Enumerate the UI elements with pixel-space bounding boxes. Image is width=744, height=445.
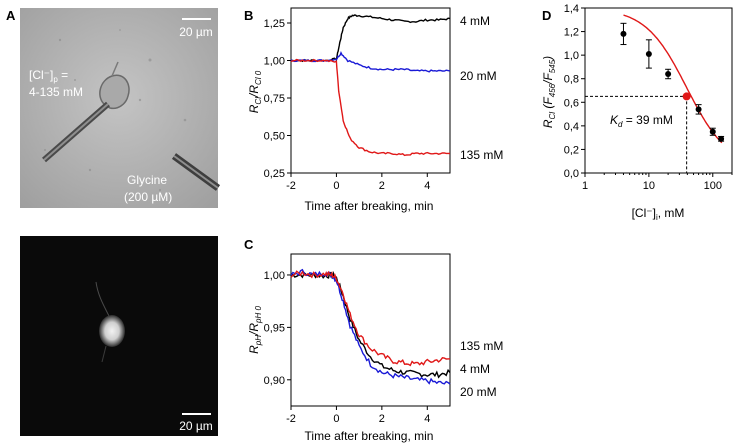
chart-b-series-label-4mm: 4 mM bbox=[460, 14, 490, 28]
x-tick-label: 100 bbox=[704, 180, 722, 192]
y-tick-label: 0,50 bbox=[264, 131, 285, 143]
x-tick-label: 4 bbox=[424, 180, 430, 192]
chart-c-series-label-20mm: 20 mM bbox=[460, 385, 497, 399]
chart-c-series-label-4mm: 4 mM bbox=[460, 362, 490, 376]
chart-d-frame bbox=[584, 7, 733, 174]
series-line-4-mm bbox=[290, 14, 451, 63]
series-line-20-mm bbox=[290, 50, 451, 73]
kd-point bbox=[682, 92, 691, 101]
data-point bbox=[695, 106, 702, 113]
chart-b-y-title: RCl/RCl 0 bbox=[247, 70, 263, 113]
chart-d: 1 10 100 0,0 0,2 0,4 0,6 0,8 1,0 1,2 1,4 [Cl⁻]i, m… bbox=[541, 3, 733, 222]
x-tick-label: 4 bbox=[424, 413, 430, 425]
x-tick-label: -2 bbox=[286, 413, 296, 425]
y-tick-label: 0,25 bbox=[264, 168, 285, 180]
chartC-frame bbox=[290, 253, 451, 407]
micrograph-fluorescence bbox=[20, 236, 218, 436]
data-point bbox=[665, 71, 672, 77]
glycine-conc-label: (200 µM) bbox=[124, 190, 172, 204]
fit-curve bbox=[623, 14, 723, 144]
x-tick-label: 0 bbox=[333, 413, 339, 425]
x-tick-label: 10 bbox=[643, 180, 655, 192]
x-tick-label: 2 bbox=[379, 413, 385, 425]
chart-b-x-title: Time after breaking, min bbox=[305, 199, 434, 213]
y-tick-label: 1,00 bbox=[264, 270, 285, 282]
chart-b: -2 0 2 4 0,25 0,50 0,75 1,00 1,25 Time after bre… bbox=[247, 7, 503, 213]
y-tick-label: 0,2 bbox=[564, 144, 579, 156]
chart-c: -2 0 2 4 0,90 0,95 1,00 Time after breaking, m… bbox=[247, 253, 503, 443]
data-point bbox=[709, 128, 716, 135]
y-tick-label: 0,6 bbox=[564, 97, 579, 109]
y-tick-label: 0,0 bbox=[564, 168, 579, 180]
chart-c-x-title: Time after breaking, min bbox=[305, 429, 434, 443]
x-tick-label: -2 bbox=[286, 180, 296, 192]
series-line-135-mm bbox=[290, 270, 451, 367]
data-point bbox=[645, 50, 652, 57]
y-tick-label: 0,8 bbox=[564, 74, 579, 86]
y-tick-label: 0,4 bbox=[564, 121, 579, 133]
y-tick-label: 1,0 bbox=[564, 50, 579, 62]
y-tick-label: 1,25 bbox=[264, 18, 285, 30]
cl-pipette-label: [Cl⁻]p = bbox=[29, 68, 68, 84]
chart-d-kd-label: Kd = 39 mM bbox=[610, 113, 673, 129]
series-line-20-mm bbox=[290, 268, 451, 385]
glycine-label: Glycine bbox=[127, 173, 167, 187]
chart-d-y-title: RCl (F456/F545) bbox=[541, 56, 557, 128]
x-tick-label: 0 bbox=[333, 180, 339, 192]
data-point bbox=[620, 30, 627, 37]
series-line-135-mm bbox=[290, 58, 451, 157]
x-tick-label: 2 bbox=[379, 180, 385, 192]
scale-label-top: 20 µm bbox=[179, 25, 213, 39]
data-point bbox=[718, 135, 725, 142]
chart-c-y-title: RpH/RpH 0 bbox=[247, 306, 263, 354]
series-line-4-mm bbox=[290, 270, 451, 379]
panel-label-a: A bbox=[6, 8, 16, 23]
chart-b-series-label-135mm: 135 mM bbox=[460, 148, 503, 162]
x-tick-label: 1 bbox=[582, 180, 588, 192]
micrograph-brightfield bbox=[20, 8, 221, 208]
y-tick-label: 0,95 bbox=[264, 322, 285, 334]
y-tick-label: 1,00 bbox=[264, 56, 285, 68]
panel-label-d: D bbox=[542, 8, 551, 23]
y-tick-label: 0,75 bbox=[264, 93, 285, 105]
y-tick-label: 1,4 bbox=[564, 3, 579, 15]
scale-label-bottom: 20 µm bbox=[179, 419, 213, 433]
chart-b-series-label-20mm: 20 mM bbox=[460, 69, 497, 83]
panel-label-c: C bbox=[244, 237, 254, 252]
chart-d-x-title: [Cl⁻]i, mM bbox=[632, 206, 685, 222]
panel-label-b: B bbox=[244, 8, 253, 23]
chart-c-series-label-135mm: 135 mM bbox=[460, 339, 503, 353]
chartB-frame bbox=[290, 7, 451, 174]
cl-range-label: 4-135 mM bbox=[29, 85, 83, 99]
y-tick-label: 0,90 bbox=[264, 375, 285, 387]
y-tick-label: 1,2 bbox=[564, 27, 579, 39]
